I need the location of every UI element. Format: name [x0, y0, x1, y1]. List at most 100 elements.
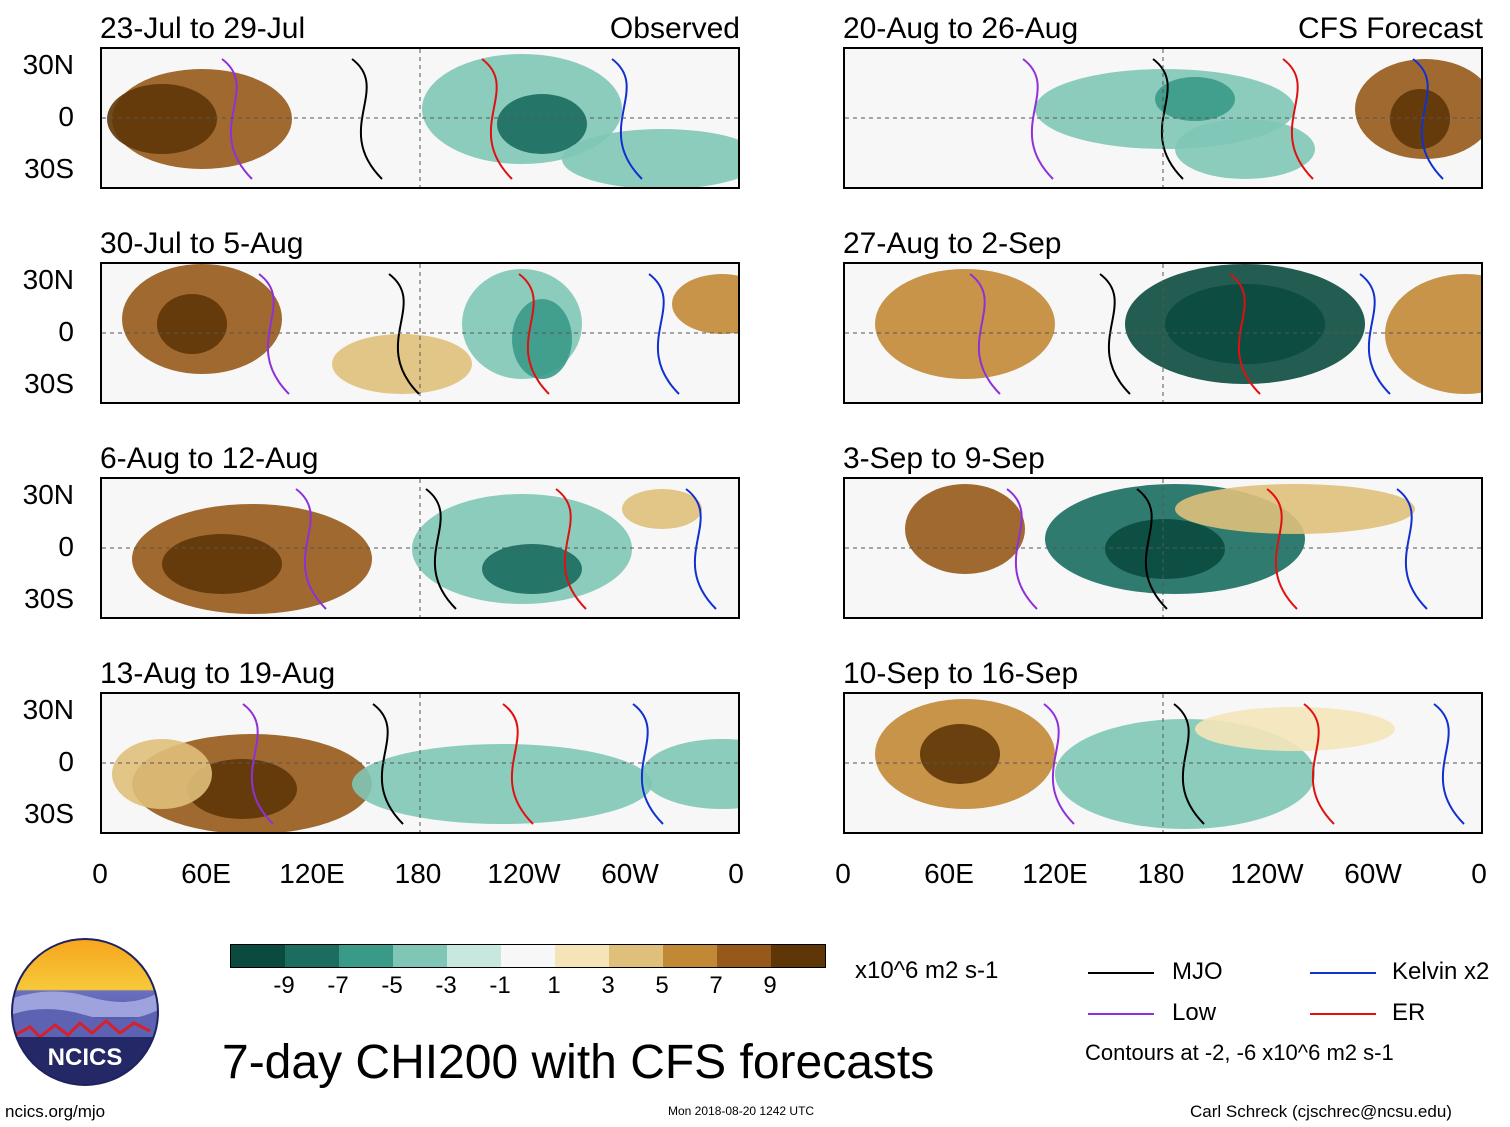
contour-line — [295, 488, 327, 610]
colorbar-swatch — [231, 945, 285, 967]
colorbar-tick: -3 — [435, 972, 457, 999]
contour-line — [1229, 273, 1261, 395]
legend-label-kelvin: Kelvin x2 — [1392, 958, 1490, 985]
anomaly-blob — [187, 759, 297, 819]
anomaly-blob — [1175, 119, 1315, 179]
legend-label-er: ER — [1392, 999, 1426, 1026]
anomaly-blob — [1390, 89, 1450, 149]
colorbar-swatch — [339, 945, 393, 967]
latitude-label: 30S — [24, 153, 74, 184]
contour-line — [632, 703, 664, 825]
panel-obs-2: 30-Jul to 5-Aug — [100, 227, 740, 450]
map-area — [843, 262, 1483, 404]
panel-period: 13-Aug to 19-Aug — [100, 657, 336, 690]
map-field — [102, 49, 738, 187]
footer-url[interactable]: ncics.org/mjo — [5, 1102, 106, 1121]
contour-line — [502, 703, 534, 825]
colorbar-tick: -1 — [489, 972, 511, 999]
colorbar-swatch — [447, 945, 501, 967]
footer-timestamp: Mon 2018-08-20 1242 UTC — [668, 1104, 815, 1118]
logo-text: NCICS — [48, 1044, 123, 1071]
contour-line — [685, 488, 717, 610]
anomaly-blob — [1195, 707, 1395, 751]
longitude-label: 180 — [1137, 858, 1185, 889]
anomaly-blob — [352, 744, 652, 824]
latitude-label: 30N — [22, 264, 74, 295]
anomaly-blob — [1155, 77, 1235, 121]
anomaly-blob — [875, 269, 1055, 379]
contour-line — [221, 58, 253, 180]
contour-line — [1136, 488, 1168, 610]
contour-line — [1043, 703, 1075, 825]
legend-line-kelvin — [1310, 972, 1376, 974]
panel-period: 20-Aug to 26-Aug — [843, 12, 1079, 45]
latitude-label: 0 — [58, 316, 74, 347]
colorbar-tick: 1 — [547, 972, 561, 999]
contour-line — [242, 703, 274, 825]
panel-period: 6-Aug to 12-Aug — [100, 442, 319, 475]
longitude-label: 60W — [601, 858, 659, 889]
longitude-label: 180 — [394, 858, 442, 889]
anomaly-blob — [672, 274, 738, 334]
colorbar-tick: 9 — [763, 972, 777, 999]
longitude-label: 120E — [1022, 858, 1088, 889]
latitude-label: 30N — [22, 694, 74, 725]
contour-line — [1282, 58, 1314, 180]
map-area — [100, 477, 740, 619]
panel-tag: CFS Forecast — [1297, 12, 1483, 45]
anomaly-blob — [562, 129, 738, 187]
panel-fcst-3: 3-Sep to 9-Sep — [843, 442, 1483, 665]
anomaly-blob — [497, 94, 587, 154]
latitude-label: 30S — [24, 798, 74, 829]
panel-period: 30-Jul to 5-Aug — [100, 227, 304, 260]
panel-period: 3-Sep to 9-Sep — [843, 442, 1045, 475]
legend-line-er — [1310, 1013, 1376, 1015]
anomaly-blob — [905, 484, 1025, 574]
panel-period: 23-Jul to 29-Jul — [100, 12, 306, 45]
anomaly-blob — [482, 544, 582, 594]
longitude-label: 60E — [924, 858, 974, 889]
contour-line — [969, 273, 1001, 395]
figure-title: 7-day CHI200 with CFS forecasts — [222, 1036, 935, 1089]
longitude-label: 0 — [835, 858, 851, 889]
colorbar-tick: -5 — [381, 972, 403, 999]
anomaly-blob — [107, 84, 217, 154]
contour-line — [1359, 273, 1391, 395]
anomaly-blob — [157, 294, 227, 354]
colorbar-swatch — [393, 945, 447, 967]
contour-line — [1173, 703, 1205, 825]
colorbar-units: x10^6 m2 s-1 — [855, 957, 999, 984]
legend-line-low — [1088, 1013, 1154, 1015]
map-area — [843, 47, 1483, 189]
anomaly-blob — [622, 489, 702, 529]
map-field — [845, 694, 1481, 832]
legend-label-mjo: MJO — [1172, 958, 1223, 985]
latitude-label: 30S — [24, 583, 74, 614]
contour-line — [1006, 488, 1038, 610]
colorbar-tick: -9 — [273, 972, 295, 999]
contour-line — [648, 273, 680, 395]
ncics-logo: NCICS — [11, 938, 159, 1086]
map-area — [100, 47, 740, 189]
latitude-label: 0 — [58, 531, 74, 562]
contour-note: Contours at -2, -6 x10^6 m2 s-1 — [1085, 1040, 1394, 1065]
anomaly-blob — [1175, 484, 1415, 534]
longitude-label: 60W — [1344, 858, 1402, 889]
contour-line — [425, 488, 457, 610]
footer-credit: Carl Schreck (cjschrec@ncsu.edu) — [1190, 1102, 1452, 1121]
colorbar-tick: 5 — [655, 972, 669, 999]
contour-line — [388, 273, 420, 395]
contour-line — [1303, 703, 1335, 825]
colorbar-tick: 7 — [709, 972, 723, 999]
latitude-label: 0 — [58, 746, 74, 777]
panel-obs-3: 6-Aug to 12-Aug — [100, 442, 740, 665]
contour-line — [1266, 488, 1298, 610]
panel-obs-1: 23-Jul to 29-Jul Observed — [100, 12, 740, 235]
contour-line — [1433, 703, 1465, 825]
contour-line — [372, 703, 404, 825]
panel-period: 10-Sep to 16-Sep — [843, 657, 1079, 690]
longitude-label: 120E — [279, 858, 345, 889]
latitude-label: 30N — [22, 49, 74, 80]
map-field — [102, 694, 738, 832]
colorbar-swatch — [717, 945, 771, 967]
